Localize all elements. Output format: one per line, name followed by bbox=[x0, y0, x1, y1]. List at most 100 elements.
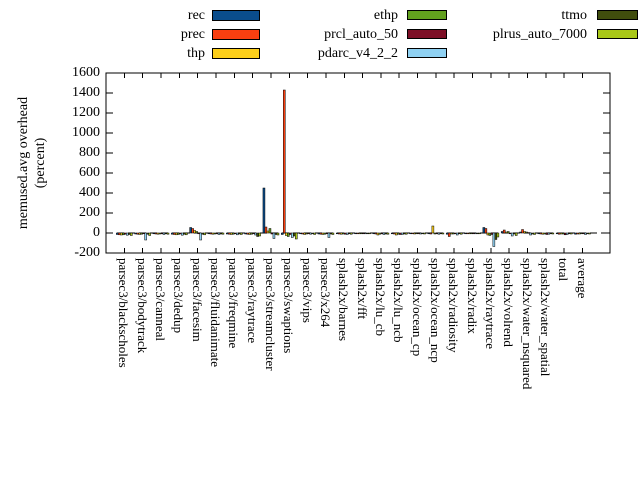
bar bbox=[417, 232, 420, 235]
bar bbox=[313, 232, 316, 235]
bar bbox=[128, 232, 131, 235]
legend-label-prec: prec bbox=[180, 27, 205, 42]
bar bbox=[120, 232, 123, 236]
bar bbox=[449, 232, 453, 235]
bar bbox=[398, 232, 402, 235]
bar bbox=[291, 232, 294, 238]
bar bbox=[173, 232, 176, 235]
bar bbox=[419, 232, 422, 235]
x-tick-label: parsec3/vips bbox=[299, 258, 315, 323]
x-tick-label: parsec3/streamcluster bbox=[262, 258, 278, 371]
bar bbox=[584, 232, 587, 235]
bar bbox=[494, 232, 498, 240]
bar bbox=[232, 232, 235, 235]
bar bbox=[136, 232, 139, 235]
bar bbox=[338, 232, 341, 235]
bar bbox=[203, 232, 206, 236]
bar bbox=[217, 232, 221, 235]
bar bbox=[162, 232, 166, 235]
bar bbox=[215, 232, 219, 235]
bar bbox=[413, 232, 416, 235]
x-tick-label: parsec3/bodytrack bbox=[134, 258, 150, 354]
bar bbox=[116, 232, 119, 235]
bar bbox=[258, 232, 261, 237]
bar bbox=[130, 232, 133, 236]
bar bbox=[580, 232, 583, 235]
bar bbox=[559, 232, 563, 235]
bar bbox=[439, 232, 443, 235]
bar bbox=[380, 232, 384, 235]
x-tick-label: splash2x/fft bbox=[354, 258, 370, 320]
bar bbox=[523, 231, 526, 234]
bar bbox=[490, 232, 494, 235]
bar bbox=[301, 232, 304, 235]
bar bbox=[384, 232, 388, 235]
x-tick-label: splash2x/ocean_ncp bbox=[427, 258, 443, 363]
bar bbox=[244, 232, 247, 235]
x-tick-label: parsec3/raytrace bbox=[244, 258, 260, 344]
x-tick-label: splash2x/water_spatial bbox=[537, 258, 553, 377]
bar bbox=[423, 232, 426, 235]
bar bbox=[447, 232, 451, 237]
x-tick-label: parsec3/fluidanimate bbox=[207, 258, 223, 368]
bar bbox=[287, 232, 290, 237]
bar bbox=[492, 232, 496, 247]
bar bbox=[183, 232, 186, 235]
bar bbox=[124, 232, 127, 235]
bar bbox=[360, 232, 363, 235]
bar bbox=[431, 225, 435, 234]
bar bbox=[295, 232, 298, 240]
bar bbox=[519, 231, 522, 234]
bar bbox=[207, 232, 211, 235]
x-tick-label: parsec3/freqmine bbox=[226, 258, 242, 349]
bar bbox=[126, 232, 129, 236]
bar bbox=[508, 232, 512, 235]
bar bbox=[561, 232, 565, 235]
x-tick-label: splash2x/raytrace bbox=[482, 258, 498, 349]
legend-swatch-plrus-auto-7000 bbox=[597, 29, 638, 39]
bar bbox=[569, 232, 573, 235]
bar bbox=[221, 232, 225, 235]
legend-label-ttmo: ttmo bbox=[561, 8, 587, 23]
bar bbox=[234, 232, 237, 235]
bar bbox=[354, 232, 357, 235]
y-tick-label: 0 bbox=[93, 225, 100, 240]
bar bbox=[323, 232, 327, 235]
legend-swatch-prcl-auto-50 bbox=[407, 29, 447, 39]
bar bbox=[154, 232, 158, 235]
bar bbox=[252, 232, 255, 235]
bar bbox=[246, 232, 249, 235]
x-tick-label: splash2x/lu_cb bbox=[372, 258, 388, 336]
bar bbox=[171, 232, 174, 235]
bar bbox=[274, 232, 278, 235]
bar bbox=[240, 232, 243, 235]
bar bbox=[415, 232, 418, 235]
legend-label-rec: rec bbox=[187, 8, 205, 23]
bar bbox=[281, 232, 284, 235]
bar bbox=[191, 228, 194, 234]
bar bbox=[164, 232, 168, 235]
bar bbox=[411, 232, 414, 235]
bar bbox=[209, 232, 213, 235]
bar bbox=[319, 232, 323, 235]
bar bbox=[321, 232, 325, 235]
bar bbox=[228, 232, 231, 235]
bar bbox=[386, 232, 390, 235]
bar bbox=[317, 232, 321, 235]
x-tick-label: parsec3/swaptions bbox=[281, 258, 297, 354]
bar bbox=[455, 232, 459, 236]
bar bbox=[472, 232, 475, 235]
bar bbox=[140, 232, 143, 235]
bar bbox=[366, 232, 369, 235]
bar bbox=[256, 232, 259, 237]
bar bbox=[433, 232, 437, 235]
bar bbox=[541, 232, 545, 235]
bar bbox=[266, 230, 270, 234]
bar bbox=[529, 232, 532, 236]
bar bbox=[512, 232, 516, 235]
x-tick-label: splash2x/volrend bbox=[501, 258, 517, 347]
bar bbox=[230, 232, 233, 235]
bar bbox=[264, 226, 268, 234]
bar bbox=[289, 232, 292, 235]
bar bbox=[195, 231, 198, 234]
